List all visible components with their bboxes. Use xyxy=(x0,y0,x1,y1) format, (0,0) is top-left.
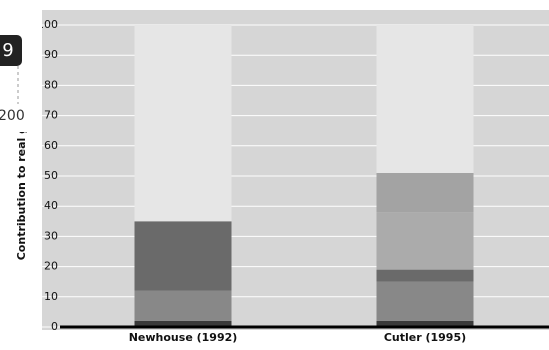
bar-segment xyxy=(134,221,232,291)
y-tick-label: 10 xyxy=(44,290,58,303)
bar-segment xyxy=(376,269,474,282)
y-tick-label: 60 xyxy=(44,139,58,152)
bar-segment xyxy=(376,172,474,213)
bar-segment xyxy=(376,320,474,327)
bar-segment xyxy=(134,290,232,321)
y-tick-label: 100 xyxy=(37,18,58,31)
y-tick-label: 70 xyxy=(44,109,58,122)
bar-segment xyxy=(376,281,474,321)
x-tick-label: Newhouse (1992) xyxy=(129,331,238,344)
y-tick-label: 40 xyxy=(44,199,58,212)
badge-text: 9 xyxy=(2,40,13,61)
bar-segment xyxy=(134,320,232,327)
y-axis-label: Contribution to real growth xyxy=(15,90,28,261)
x-tick-label: Cutler (1995) xyxy=(384,331,466,344)
y-tick-label: 50 xyxy=(44,169,58,182)
y-tick-label: 30 xyxy=(44,229,58,242)
bar-segment xyxy=(134,25,232,222)
y-tick-label: 0 xyxy=(51,320,58,333)
bar-segment xyxy=(376,212,474,270)
overlay: 9 200 xyxy=(0,0,42,132)
badge[interactable] xyxy=(0,35,22,66)
y-tick-label: 90 xyxy=(44,48,58,61)
overlay-label: 200 xyxy=(0,108,25,124)
bar-segment xyxy=(376,25,474,173)
y-tick-label: 20 xyxy=(44,260,58,273)
y-tick-label: 80 xyxy=(44,78,58,91)
